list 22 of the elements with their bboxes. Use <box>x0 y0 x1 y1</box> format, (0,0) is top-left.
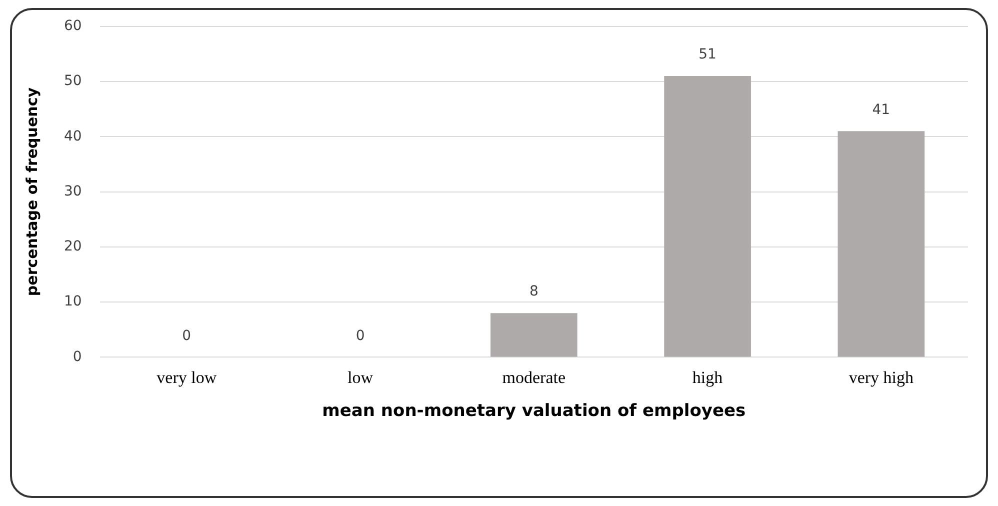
bar <box>490 313 578 357</box>
data-label: 41 <box>872 102 890 118</box>
data-label: 51 <box>698 46 716 63</box>
bar <box>838 131 925 357</box>
y-tick-label: 0 <box>72 348 82 365</box>
y-axis-title: percentage of frequency <box>22 87 41 296</box>
y-tick-label: 10 <box>64 294 82 310</box>
y-tick-label: 50 <box>64 73 82 90</box>
data-label: 0 <box>356 328 365 344</box>
data-label: 8 <box>529 284 538 300</box>
x-tick-label: low <box>348 368 374 387</box>
y-tick-label: 30 <box>64 183 82 200</box>
x-tick-label: high <box>692 368 724 387</box>
x-tick-label: moderate <box>502 368 566 387</box>
bar <box>664 76 751 357</box>
x-axis-title: mean non-monetary valuation of employees <box>322 401 746 422</box>
y-tick-label: 20 <box>64 238 82 255</box>
data-label: 0 <box>182 328 192 344</box>
x-tick-label: very high <box>848 368 914 387</box>
x-tick-label: very low <box>156 368 218 387</box>
y-tick-label: 60 <box>64 18 82 34</box>
y-tick-label: 40 <box>64 128 82 144</box>
